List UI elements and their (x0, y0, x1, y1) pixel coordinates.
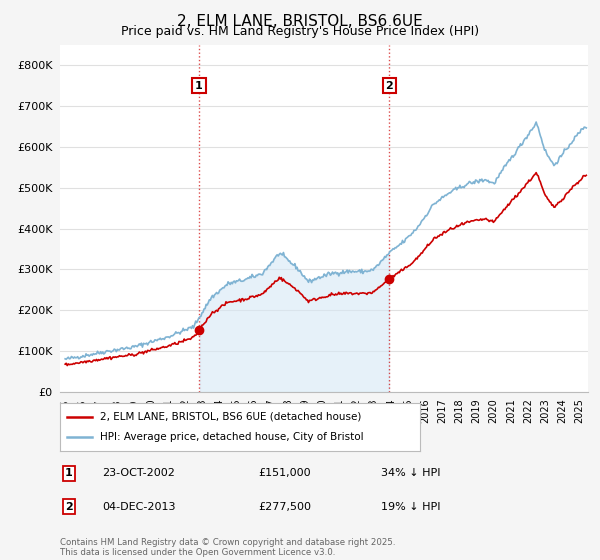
Text: HPI: Average price, detached house, City of Bristol: HPI: Average price, detached house, City… (100, 432, 363, 442)
Text: 2: 2 (386, 81, 394, 91)
Text: 34% ↓ HPI: 34% ↓ HPI (381, 468, 440, 478)
Text: 1: 1 (195, 81, 203, 91)
Text: Contains HM Land Registry data © Crown copyright and database right 2025.
This d: Contains HM Land Registry data © Crown c… (60, 538, 395, 557)
Text: £277,500: £277,500 (258, 502, 311, 512)
Text: 2, ELM LANE, BRISTOL, BS6 6UE (detached house): 2, ELM LANE, BRISTOL, BS6 6UE (detached … (100, 412, 361, 422)
Text: 2: 2 (65, 502, 73, 512)
Text: 19% ↓ HPI: 19% ↓ HPI (381, 502, 440, 512)
Text: 1: 1 (65, 468, 73, 478)
Text: 04-DEC-2013: 04-DEC-2013 (102, 502, 176, 512)
Text: Price paid vs. HM Land Registry's House Price Index (HPI): Price paid vs. HM Land Registry's House … (121, 25, 479, 38)
Text: 2, ELM LANE, BRISTOL, BS6 6UE: 2, ELM LANE, BRISTOL, BS6 6UE (177, 14, 423, 29)
Text: 23-OCT-2002: 23-OCT-2002 (102, 468, 175, 478)
Text: £151,000: £151,000 (258, 468, 311, 478)
